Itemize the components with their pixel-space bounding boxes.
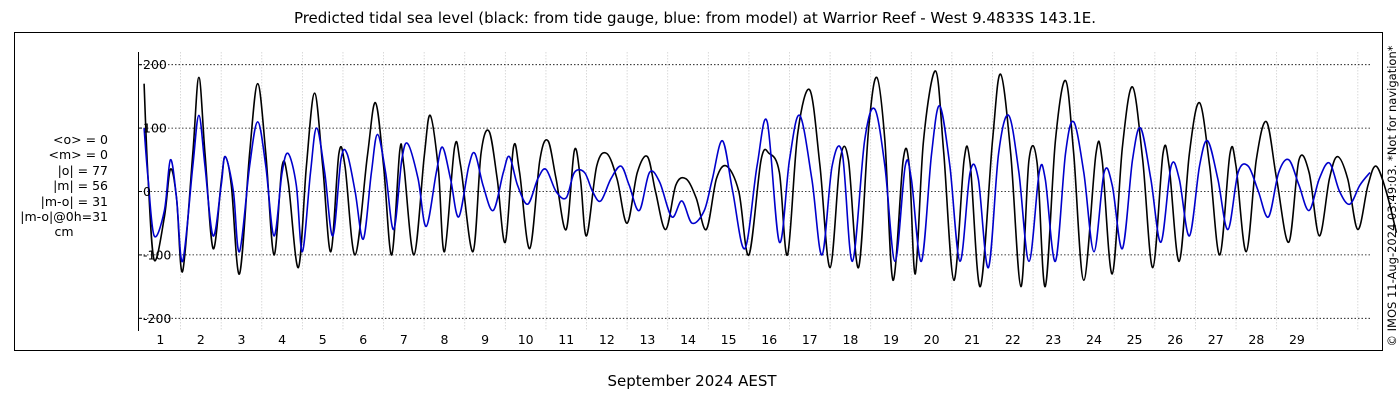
x-tick-labels: 1 2 3 4 5 6 7 8 9 10 11 12 13 14 15 16 17 18 19 20 21 22 23 24 2… [156,332,1305,347]
x-axis-title: September 2024 AEST [607,372,777,390]
x-tick-label: 15 [721,332,737,347]
y-tick-label: 0 [143,184,151,199]
outer-frame [14,32,1383,351]
series-line-model [143,105,1371,269]
stat-abs-difference: |m-o| = 31 [40,193,108,209]
chart-title: Predicted tidal sea level (black: from t… [293,9,1097,27]
stat-abs-model: |m| = 56 [53,178,108,194]
x-tick-label: 22 [1005,332,1021,347]
vertical-grid [180,52,1359,331]
x-tick-label: 21 [964,332,980,347]
series-line-tide-gauge [143,70,1398,288]
axes [138,52,142,331]
y-tick-label: 100 [143,121,167,136]
y-tick-label: -200 [143,311,171,326]
x-tick-label: 8 [440,332,448,347]
x-tick-label: 5 [319,332,327,347]
x-tick-label: 24 [1086,332,1102,347]
y-tick-label: 200 [143,57,167,72]
x-tick-label: 16 [761,332,777,347]
x-tick-label: 1 [156,332,164,347]
x-tick-label: 28 [1248,332,1264,347]
x-tick-label: 27 [1208,332,1224,347]
stat-abs-observed: |o| = 77 [57,162,108,178]
x-tick-label: 12 [599,332,615,347]
x-tick-label: 7 [400,332,408,347]
x-tick-label: 3 [238,332,246,347]
x-tick-label: 26 [1167,332,1183,347]
y-tick-label: -100 [143,247,171,262]
x-tick-label: 13 [639,332,655,347]
stat-mean-observed: <o> = 0 [53,132,108,147]
x-tick-label: 4 [278,332,286,347]
x-tick-label: 2 [197,332,205,347]
x-tick-label: 18 [842,332,858,347]
y-tick-labels: -200 -100 0 100 200 [143,57,171,326]
x-tick-label: 29 [1289,332,1305,347]
x-tick-label: 17 [802,332,818,347]
x-tick-label: 23 [1045,332,1061,347]
series-layer [143,70,1398,288]
x-tick-label: 14 [680,332,696,347]
x-tick-label: 25 [1127,332,1143,347]
statistics-panel: <o> = 0 <m> = 0 |o| = 77 |m| = 56 |m-o| … [14,132,108,240]
stat-unit: cm [54,224,74,240]
stat-mean-model: <m> = 0 [48,147,109,163]
x-tick-label: 6 [359,332,367,347]
x-tick-label: 20 [924,332,940,347]
x-tick-label: 10 [518,332,534,347]
x-tick-label: 9 [481,332,489,347]
x-tick-label: 11 [558,332,574,347]
x-tick-label: 19 [883,332,899,347]
stat-abs-difference-0h: |m-o|@0h=31 [20,209,108,225]
